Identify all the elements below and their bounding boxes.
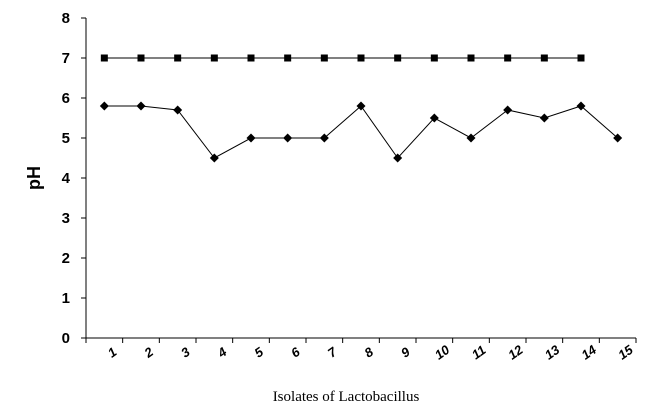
series-1-point xyxy=(577,54,585,62)
series-1-point xyxy=(467,54,475,62)
y-tick-label: 7 xyxy=(62,50,70,67)
x-tick-label: 4 xyxy=(214,344,230,361)
series-2-line xyxy=(104,105,618,159)
x-tick-label: 13 xyxy=(542,342,563,363)
x-tick-label: 11 xyxy=(469,342,489,362)
series-2-point xyxy=(136,101,146,111)
series-2-point xyxy=(246,133,256,143)
series-1-point xyxy=(394,54,402,62)
x-tick-labels: 1 2 3 4 5 6 7 8 9 10 11 12 13 14 15 xyxy=(105,342,636,363)
series-1-point xyxy=(100,54,108,62)
x-tick-label: 15 xyxy=(615,342,636,363)
series-2-point xyxy=(173,105,183,115)
axes xyxy=(81,17,637,343)
series-1-point xyxy=(504,54,512,62)
x-axis-label: Isolates of Lactobacillus xyxy=(273,389,420,405)
series-2-point xyxy=(356,101,366,111)
x-tick-label: 3 xyxy=(178,344,193,361)
x-tick-label: 7 xyxy=(325,344,340,361)
series-2-point xyxy=(429,113,439,123)
series-1-point xyxy=(357,54,365,62)
series-1-point xyxy=(247,54,255,62)
series-1-point xyxy=(174,54,182,62)
x-tick-label: 8 xyxy=(361,344,376,361)
x-tick-label: 5 xyxy=(251,344,266,361)
series-2-point xyxy=(503,105,513,115)
series-2-point xyxy=(209,153,219,163)
y-tick-label: 0 xyxy=(62,330,70,347)
y-tick-labels: 0 1 2 3 4 5 6 7 8 xyxy=(62,10,71,347)
series-2-point xyxy=(99,101,109,111)
series-1-point xyxy=(284,54,292,62)
series-2-point xyxy=(539,113,549,123)
series-2-point xyxy=(319,133,329,143)
x-tick-label: 12 xyxy=(505,342,526,363)
series-group xyxy=(99,54,623,163)
y-tick-label: 6 xyxy=(62,90,70,107)
series-2-point xyxy=(613,133,623,143)
y-tick-label: 1 xyxy=(62,290,70,307)
series-1-point xyxy=(540,54,548,62)
y-tick-label: 3 xyxy=(62,210,70,227)
y-tick-label: 2 xyxy=(62,250,70,267)
series-1-point xyxy=(137,54,145,62)
y-axis-label: pH xyxy=(24,166,44,190)
y-tick-label: 4 xyxy=(62,170,71,187)
series-1-point xyxy=(210,54,218,62)
y-tick-label: 5 xyxy=(62,130,70,147)
x-tick-label: 6 xyxy=(288,344,303,361)
x-tick-label: 10 xyxy=(432,342,453,363)
x-tick-label: 14 xyxy=(579,342,600,363)
x-tick-label: 2 xyxy=(141,344,157,361)
series-1-point xyxy=(320,54,328,62)
y-tick-label: 8 xyxy=(62,10,70,27)
series-2-point xyxy=(466,133,476,143)
series-2-point xyxy=(283,133,293,143)
series-2-point xyxy=(576,101,586,111)
series-1-point xyxy=(430,54,438,62)
x-tick-label: 1 xyxy=(105,344,120,360)
x-tick-label: 9 xyxy=(398,344,413,361)
series-2-point xyxy=(393,153,403,163)
